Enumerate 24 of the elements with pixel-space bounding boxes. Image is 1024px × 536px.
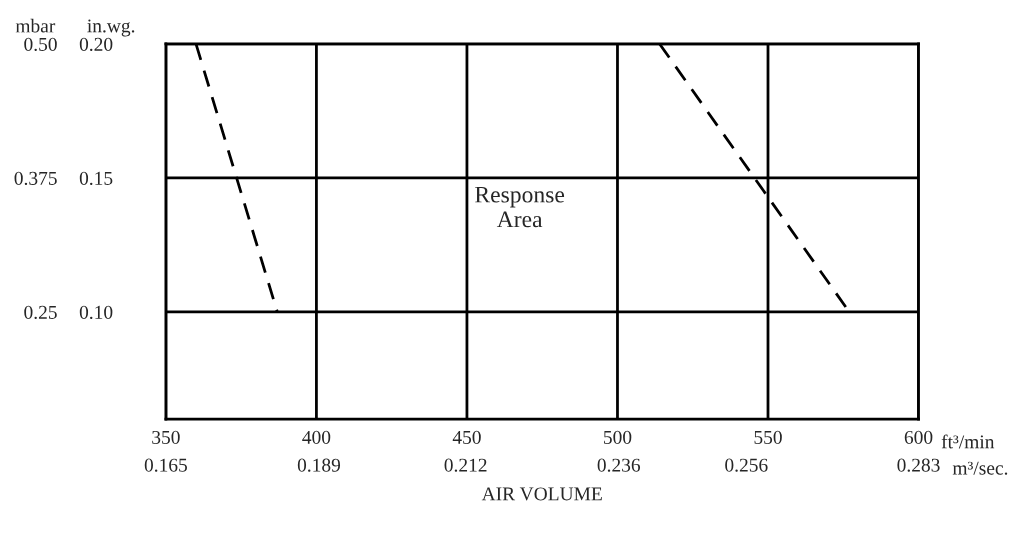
x-tick-label: 450 <box>452 430 481 444</box>
y2-axis-title: mbar <box>15 18 56 33</box>
x2-tick-label: 0.189 <box>297 458 341 472</box>
y-axis-title: in.wg. <box>87 19 135 37</box>
annotation: Response Area <box>475 186 565 228</box>
x-tick-label: 350 <box>152 430 180 444</box>
y2-tick-label: 0.375 <box>14 171 57 185</box>
x2-tick-label: 0.212 <box>444 458 487 472</box>
x2-tick-label: 0.283 <box>897 458 940 472</box>
x-tick-label: 500 <box>604 430 632 444</box>
text: m³/sec. <box>952 461 1008 475</box>
x-tick-label: 600 <box>904 430 933 444</box>
y2-tick-label: 0.25 <box>24 305 57 319</box>
text: ft³/min <box>941 434 995 449</box>
x-tick-label: 550 <box>754 430 782 444</box>
y-tick-label: 0.15 <box>79 171 113 185</box>
y2-tick-label: 0.50 <box>24 37 57 51</box>
x-tick-label: 400 <box>302 430 331 444</box>
x-axis-title: AIR VOLUME <box>481 487 602 501</box>
y-tick-label: 0.20 <box>79 37 113 51</box>
x2-tick-label: 0.256 <box>725 458 768 472</box>
y-tick-label: 0.10 <box>79 305 113 319</box>
x2-tick-label: 0.236 <box>597 458 641 472</box>
x2-tick-label: 0.165 <box>144 458 187 472</box>
